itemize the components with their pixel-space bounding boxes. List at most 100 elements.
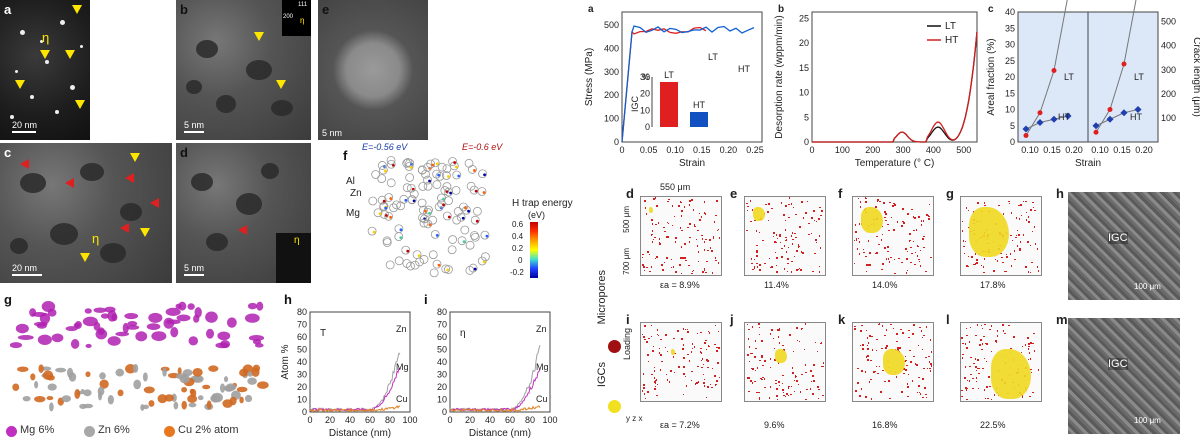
zncu-cluster: [107, 395, 114, 405]
micropore-dot: [975, 377, 978, 379]
micropore-dot: [1027, 348, 1030, 350]
micropore-dot: [754, 380, 756, 383]
micropore-dot: [922, 238, 924, 240]
micropore-dot: [776, 271, 778, 273]
micropore-dot: [1033, 332, 1035, 335]
micropore-dot: [779, 241, 782, 244]
network-node: [377, 174, 387, 183]
zn-label: Zn: [536, 324, 547, 334]
micropore-dot: [781, 382, 784, 385]
network-node: [470, 231, 479, 240]
micropore-dot: [894, 272, 896, 275]
micropore-dot: [798, 340, 801, 343]
micropore-dot: [812, 393, 814, 395]
series-line: [1095, 109, 1139, 127]
zncu-cluster: [157, 394, 168, 404]
micropore-dot: [691, 270, 694, 273]
legend-mg-dot: [6, 426, 17, 437]
micropore-dot: [962, 342, 964, 345]
micropore-dot: [670, 370, 672, 372]
micropore-dot: [654, 236, 656, 239]
network-node: [377, 195, 387, 205]
micropore-dot: [815, 241, 818, 244]
micropore-dot: [767, 219, 770, 222]
micropore-dot: [983, 335, 985, 338]
zncu-cluster: [220, 383, 226, 393]
micropore-dot: [751, 352, 753, 355]
micropore-dot: [983, 258, 986, 260]
micropore-dot: [979, 344, 981, 346]
legend-cu-dot: [164, 426, 175, 437]
micropore-dot: [815, 220, 818, 222]
micropore-dot: [775, 264, 778, 267]
micropore-dot: [918, 391, 921, 394]
xtick: 0: [619, 145, 624, 155]
micropore-dot: [704, 213, 707, 215]
micropore-dot: [772, 235, 775, 238]
mg-cluster: [126, 325, 140, 330]
micropore-dot: [879, 200, 881, 203]
micropore-dot: [981, 327, 984, 330]
micropore-dot: [870, 398, 872, 400]
micropore-dot: [689, 200, 691, 202]
micropore-dot: [810, 380, 813, 383]
micropore-dot: [1010, 234, 1012, 236]
micropore-dot: [983, 389, 986, 391]
micropore-dot: [928, 203, 931, 206]
mg-cluster: [217, 331, 231, 341]
network-node: [423, 181, 433, 191]
micropore-dot: [683, 373, 685, 375]
micropore-dot: [988, 376, 990, 378]
zncu-cluster: [83, 389, 92, 397]
micropore-dot: [794, 232, 796, 235]
zncu-cluster: [79, 403, 87, 409]
micropore-dot: [819, 247, 822, 249]
igc-blob: [775, 349, 787, 363]
micropore-dot: [644, 325, 646, 327]
network-node: [406, 183, 416, 193]
micropore-dot: [965, 327, 968, 330]
micropore-dot: [790, 203, 793, 205]
ytick: 80: [437, 307, 447, 317]
strain-label: 16.8%: [872, 420, 898, 430]
xtick: 400: [926, 145, 941, 155]
axes-xyz: y z x: [626, 414, 643, 423]
micropore-dot: [918, 260, 921, 263]
micropore-dot: [685, 385, 687, 387]
mg-label: Mg: [396, 362, 409, 372]
micropore-dot: [805, 371, 807, 374]
micropore-dot: [679, 201, 682, 203]
micropore-dot: [782, 391, 785, 394]
micropore-dot: [903, 372, 905, 375]
micropore-dot: [966, 265, 968, 267]
micropore-dot: [998, 204, 1000, 207]
igc-blob: [753, 207, 765, 221]
micropore-dot: [897, 347, 899, 349]
trap-site: [406, 249, 410, 253]
micropore-dot: [665, 334, 667, 336]
micropore-dot: [968, 226, 970, 229]
micropore-dot: [660, 338, 662, 341]
micropore-dot: [918, 258, 920, 261]
micropore-dot: [701, 234, 703, 237]
micropore-dot: [1000, 252, 1002, 255]
xtick: 80: [525, 415, 535, 425]
micropore-dot: [853, 239, 856, 242]
micropore-dot: [1001, 256, 1003, 259]
lt-label: LT: [1064, 72, 1074, 82]
xlabel: Distance (nm): [329, 428, 391, 439]
trap-site: [449, 191, 452, 195]
f-energy-unit: (eV): [528, 210, 546, 220]
micropore-dot: [666, 221, 669, 224]
micropore-dot: [804, 323, 807, 325]
micropore-dot: [909, 233, 911, 235]
zncu-cluster: [117, 389, 124, 397]
micropore-dot: [808, 222, 810, 225]
micropore-dot: [690, 351, 693, 353]
micropore-dot: [654, 257, 657, 260]
micropore-dot: [911, 252, 913, 255]
micropore-dot: [774, 251, 777, 254]
trap-site: [447, 215, 451, 219]
panel-label: m: [1056, 312, 1068, 327]
